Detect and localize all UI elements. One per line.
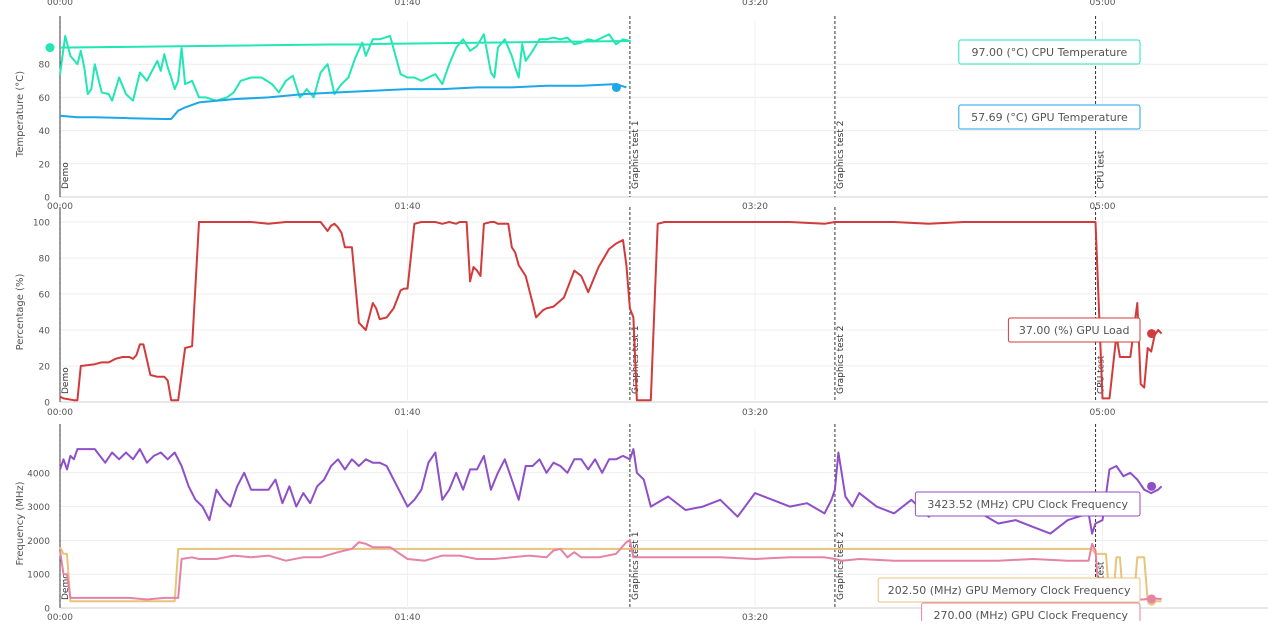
panel-0-event-label: Demo (61, 162, 71, 189)
panel-0-event-label: Graphics test 2 (836, 121, 846, 189)
panel-2-series-line (59, 448, 1163, 535)
panel-0-x-tick-label-top: 03:20 (742, 0, 768, 8)
panel-2-x-tick-label: 01:40 (395, 613, 421, 621)
panel-1-y-tick-label: 100 (33, 219, 50, 229)
panel-1-y-tick-label: 0 (44, 399, 50, 409)
panel-0-series-line (59, 33, 631, 102)
panel-2-event-label: Graphics test 2 (836, 532, 846, 600)
panel-0-y-tick-label: 60 (39, 94, 51, 104)
panel-0-y-tick-label: 0 (44, 194, 50, 204)
panel-0-event-label: Graphics test 1 (631, 121, 641, 189)
panel-2-value-label-box (914, 491, 1141, 517)
panel-2-event-label: Demo (61, 573, 71, 600)
panel-0-value-label: 97.00 (°C) CPU Temperature (972, 46, 1128, 59)
panel-1-series-endpoint (1147, 329, 1157, 339)
panel-1-y-tick-label: 80 (39, 255, 51, 265)
panel-2-value-label: 202.50 (MHz) GPU Memory Clock Frequency (888, 584, 1131, 597)
panel-2-y-tick-label: 4000 (27, 469, 50, 479)
panel-1-x-tick-label: 00:00 (47, 408, 73, 418)
panel-0-series-endpoint (45, 43, 55, 53)
panel-0-y-tick-label: 20 (39, 160, 51, 170)
panel-2-y-tick-label: 0 (44, 605, 50, 615)
panel-2-y-tick-label: 3000 (27, 503, 50, 513)
panel-2-y-tick-label: 1000 (27, 571, 50, 581)
panel-2-y-axis-label: Frequency (MHz) (15, 481, 26, 565)
panel-1-series-line (59, 221, 1163, 402)
panel-2-series-line (59, 546, 1162, 603)
panel-2-series-line (59, 539, 1162, 601)
panel-1-y-axis-label: Percentage (%) (15, 274, 26, 351)
panel-0-x-tick-label-top: 05:00 (1090, 0, 1116, 8)
panel-0-x-tick-label: 05:00 (1090, 202, 1116, 212)
panel-0-x-tick-label-top: 01:40 (395, 0, 421, 8)
panel-1-value-label: 37.00 (%) GPU Load (1019, 324, 1130, 337)
panel-2-value-label-box (921, 602, 1141, 625)
panel-0-series-line (59, 83, 627, 120)
panel-1-x-tick-label: 05:00 (1090, 408, 1116, 418)
panel-1-x-tick-label: 01:40 (395, 408, 421, 418)
panel-1-x-tick-label: 03:20 (742, 408, 768, 418)
panel-0-y-tick-label: 40 (39, 127, 51, 137)
panel-2-x-tick-label: 00:00 (47, 613, 73, 621)
panel-0-y-axis-label: Temperature (°C) (15, 71, 26, 158)
panel-0-value-label-box (958, 104, 1141, 130)
panel-2-value-label: 270.00 (MHz) GPU Clock Frequency (934, 609, 1129, 621)
panel-2-series-endpoint (1147, 481, 1157, 491)
panel-2-value-label-box (877, 577, 1141, 603)
panel-1-event-label: Graphics test 2 (836, 326, 846, 394)
panel-0-x-tick-label: 01:40 (395, 202, 421, 212)
panel-2-y-tick-label: 2000 (27, 537, 50, 547)
panel-0-x-tick-label: 03:20 (742, 202, 768, 212)
panel-0-y-tick-label: 80 (39, 61, 51, 71)
panel-2-value-label: 3423.52 (MHz) CPU Clock Frequency (927, 498, 1128, 511)
panel-0-value-label-box (958, 39, 1141, 65)
panel-0-series-endpoint (611, 82, 621, 92)
panel-1-value-label-box (1007, 317, 1141, 343)
panel-0-value-label: 57.69 (°C) GPU Temperature (971, 111, 1128, 124)
panel-0-x-tick-label-top: 00:00 (47, 0, 73, 8)
panel-1-y-tick-label: 20 (39, 363, 51, 373)
panel-1-event-label: Demo (61, 367, 71, 394)
panel-1-y-tick-label: 40 (39, 327, 51, 337)
panel-0-event-label: CPU test (1097, 150, 1107, 189)
panel-2-series-endpoint (1147, 594, 1157, 604)
panel-1-y-tick-label: 60 (39, 291, 51, 301)
panel-2-event-label: Graphics test 1 (631, 532, 641, 600)
panel-2-x-tick-label: 03:20 (742, 613, 768, 621)
